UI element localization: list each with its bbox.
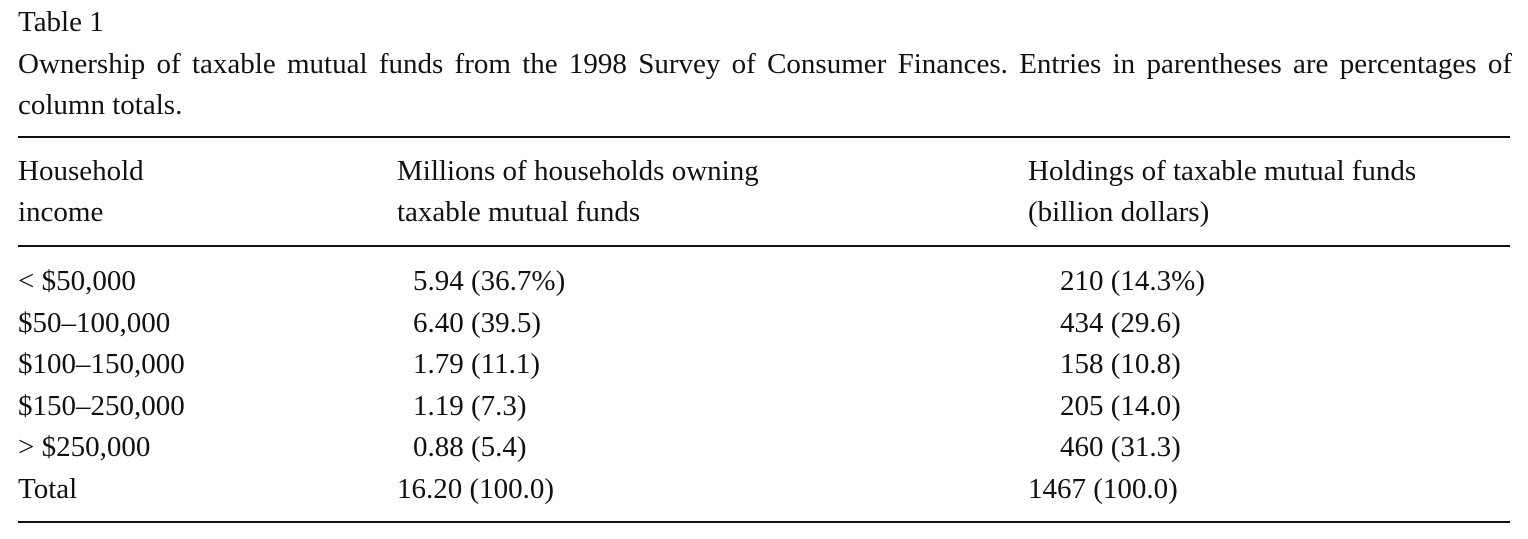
header-rule	[18, 245, 1510, 247]
table-label: Table 1	[18, 6, 104, 38]
row-label: $150–250,000	[18, 389, 185, 422]
header-cell: income	[18, 196, 104, 228]
table-caption: Ownership of taxable mutual funds from t…	[18, 48, 1512, 121]
cell: 1.19 (7.3)	[413, 389, 527, 422]
top-rule	[18, 136, 1510, 138]
header-cell: taxable mutual funds	[397, 196, 641, 228]
bottom-rule	[18, 521, 1510, 523]
cell: 5.94 (36.7%)	[413, 265, 566, 297]
row-label: $50–100,000	[18, 306, 171, 339]
cell: 158 (10.8)	[1060, 348, 1181, 380]
cell: 210 (14.3%)	[1060, 265, 1205, 297]
row-label: Total	[18, 472, 78, 505]
header-cell: (billion dollars)	[1028, 196, 1210, 228]
header-cell: Holdings of taxable mutual funds	[1028, 155, 1417, 187]
cell: 434 (29.6)	[1060, 306, 1181, 339]
cell: 1.79 (11.1)	[413, 348, 540, 380]
cell: 16.20 (100.0)	[397, 472, 555, 505]
cell: 6.40 (39.5)	[413, 306, 542, 339]
cell: 460 (31.3)	[1060, 431, 1181, 463]
cell: 205 (14.0)	[1060, 389, 1181, 422]
row-label: $100–150,000	[18, 348, 185, 380]
cell: 0.88 (5.4)	[413, 431, 527, 463]
header-cell: Household	[18, 155, 144, 187]
row-label: < $50,000	[18, 265, 136, 297]
header-cell: Millions of households owning	[397, 155, 759, 187]
cell: 1467 (100.0)	[1028, 472, 1178, 505]
row-label: > $250,000	[18, 431, 151, 463]
